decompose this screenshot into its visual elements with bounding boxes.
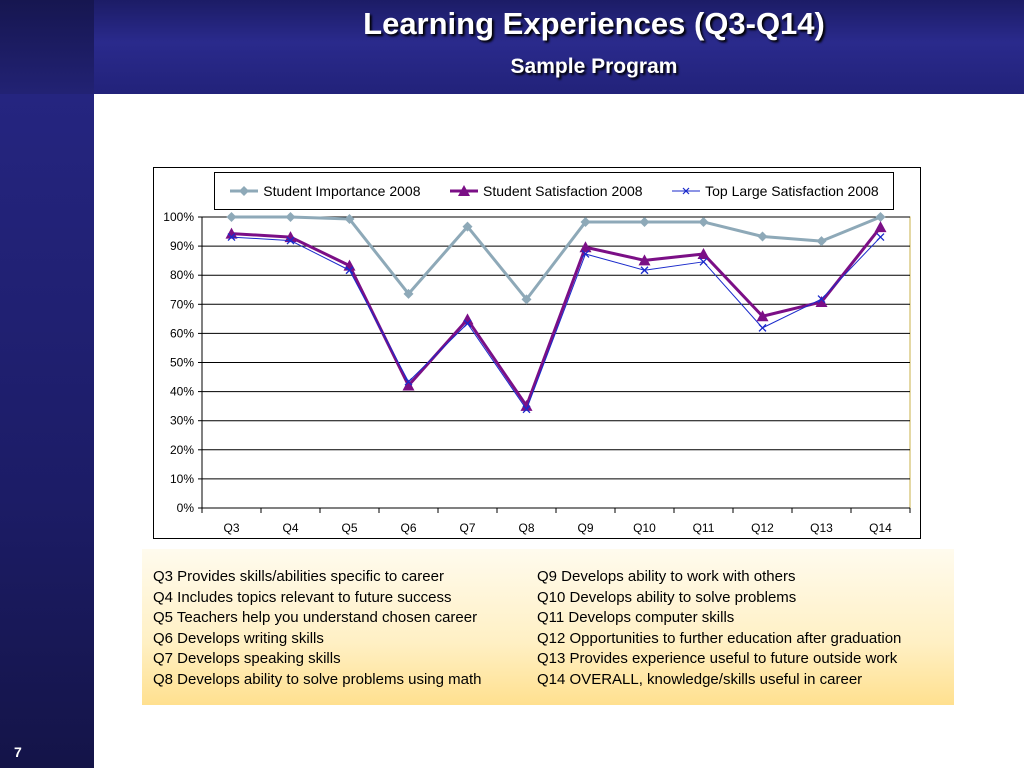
data-point-top-large: [817, 295, 826, 304]
question-key-item: Q5 Teachers help you understand chosen c…: [153, 609, 478, 626]
question-key-item: Q10 Develops ability to solve problems: [537, 588, 797, 606]
legend-label-top-large: Top Large Satisfaction 2008: [705, 183, 879, 199]
x-tick-label: Q14: [869, 521, 892, 535]
data-point-satisfaction: [697, 247, 710, 259]
question-key-item: Q12 Opportunities to further education a…: [537, 629, 902, 647]
x-marker-icon: [672, 187, 701, 195]
x-tick-label: Q4: [282, 521, 298, 535]
x-tick-label: Q11: [693, 521, 715, 535]
data-point-satisfaction: [638, 254, 651, 266]
data-point-importance: [875, 212, 886, 222]
series-line-2: [231, 226, 882, 408]
data-point-top-large: [463, 319, 472, 328]
y-tick-label: 100%: [163, 210, 194, 224]
data-point-top-large: [227, 233, 236, 242]
question-key-item: Q4 Includes topics relevant to future su…: [153, 588, 452, 606]
y-tick-label: 60%: [170, 326, 194, 340]
triangle-marker-icon: [450, 185, 479, 196]
x-tick-label: Q5: [341, 521, 357, 535]
header-corner: [0, 0, 94, 94]
x-tick-label: Q13: [810, 521, 833, 535]
x-tick-label: Q10: [633, 521, 656, 535]
data-point-top-large: [522, 405, 531, 414]
question-key-item: Q6 Develops writing skills: [153, 629, 324, 647]
question-key-right-column: Q9 Develops ability to work with others …: [537, 567, 901, 690]
data-point-top-large: [699, 257, 708, 266]
y-tick-label: 40%: [170, 385, 194, 399]
data-point-importance: [698, 216, 709, 227]
legend-item-importance: Student Importance 2008: [229, 183, 421, 199]
data-point-top-large: [640, 266, 649, 275]
data-point-top-large: [404, 377, 413, 386]
question-key-item: Q8 Develops ability to solve problems us…: [153, 670, 482, 688]
x-tick-label: Q3: [223, 521, 239, 535]
question-key-item: Q7 Develops speaking skills: [153, 650, 341, 667]
question-key: Q3 Provides skills/abilities specific to…: [142, 549, 954, 705]
data-point-satisfaction: [815, 295, 828, 307]
question-key-item: Q13 Provides experience useful to future…: [537, 650, 898, 667]
data-point-satisfaction: [756, 310, 769, 322]
chart-legend: Student Importance 2008 Student Satisfac…: [214, 172, 894, 210]
x-tick-label: Q6: [400, 521, 416, 535]
question-key-item: Q11 Develops computer skills: [537, 609, 735, 626]
data-point-satisfaction: [402, 379, 415, 391]
data-point-top-large: [286, 236, 295, 245]
data-point-satisfaction: [579, 241, 592, 253]
legend-label-importance: Student Importance 2008: [263, 183, 421, 199]
y-tick-label: 50%: [170, 356, 194, 370]
data-point-top-large: [581, 249, 590, 258]
y-tick-label: 10%: [170, 472, 194, 486]
data-point-importance: [403, 288, 414, 299]
y-tick-label: 30%: [170, 414, 194, 428]
x-tick-label: Q9: [577, 521, 593, 535]
diamond-marker-icon: [230, 186, 259, 196]
page-number: 7: [14, 744, 22, 760]
question-key-left-column: Q3 Provides skills/abilities specific to…: [153, 567, 482, 690]
x-tick-label: Q12: [751, 521, 774, 535]
legend-label-satisfaction: Student Satisfaction 2008: [483, 183, 643, 199]
data-point-top-large: [345, 266, 354, 275]
x-tick-label: Q8: [518, 521, 534, 535]
data-point-importance: [521, 294, 532, 305]
slide-subtitle: Sample Program: [510, 55, 678, 78]
data-point-importance: [816, 236, 827, 247]
data-point-satisfaction: [461, 313, 474, 325]
data-point-importance: [639, 216, 650, 227]
question-key-item: Q3 Provides skills/abilities specific to…: [153, 568, 444, 585]
question-key-item: Q14 OVERALL, knowledge/skills useful in …: [537, 670, 863, 688]
legend-item-top-large: Top Large Satisfaction 2008: [671, 183, 879, 199]
data-point-importance: [580, 216, 591, 227]
line-chart: 0% 10% 20% 30% 40% 50% 60% 70% 80% 90% 100% Q3 Q4 Q5 Q…: [163, 210, 911, 535]
series-line-3: [231, 236, 881, 410]
question-key-item: Q9 Develops ability to work with others: [537, 568, 796, 585]
data-point-importance: [344, 214, 355, 225]
slide-sidebar: [0, 94, 94, 768]
chart-frame: 0% 10% 20% 30% 40% 50% 60% 70% 80% 90% 100% Q3 Q4 Q5 Q…: [153, 167, 921, 539]
data-point-satisfaction: [874, 221, 887, 233]
y-tick-label: 70%: [170, 297, 194, 311]
y-tick-label: 20%: [170, 443, 194, 457]
data-point-satisfaction: [284, 231, 297, 243]
data-point-top-large: [876, 233, 885, 242]
slide-title: Learning Experiences (Q3-Q14): [363, 6, 825, 41]
series-line-1: [231, 215, 882, 301]
y-tick-label: 0%: [177, 501, 195, 515]
data-point-importance: [226, 212, 237, 222]
y-tick-label: 90%: [170, 239, 194, 253]
data-point-top-large: [758, 323, 767, 332]
slide-header: [0, 0, 1024, 94]
x-tick-label: Q7: [459, 521, 475, 535]
legend-item-satisfaction: Student Satisfaction 2008: [449, 183, 643, 199]
data-point-satisfaction: [225, 227, 238, 239]
data-point-importance: [285, 212, 296, 222]
data-point-importance: [462, 221, 473, 232]
data-point-importance: [757, 231, 768, 242]
data-point-satisfaction: [520, 399, 533, 411]
y-tick-label: 80%: [170, 268, 194, 282]
